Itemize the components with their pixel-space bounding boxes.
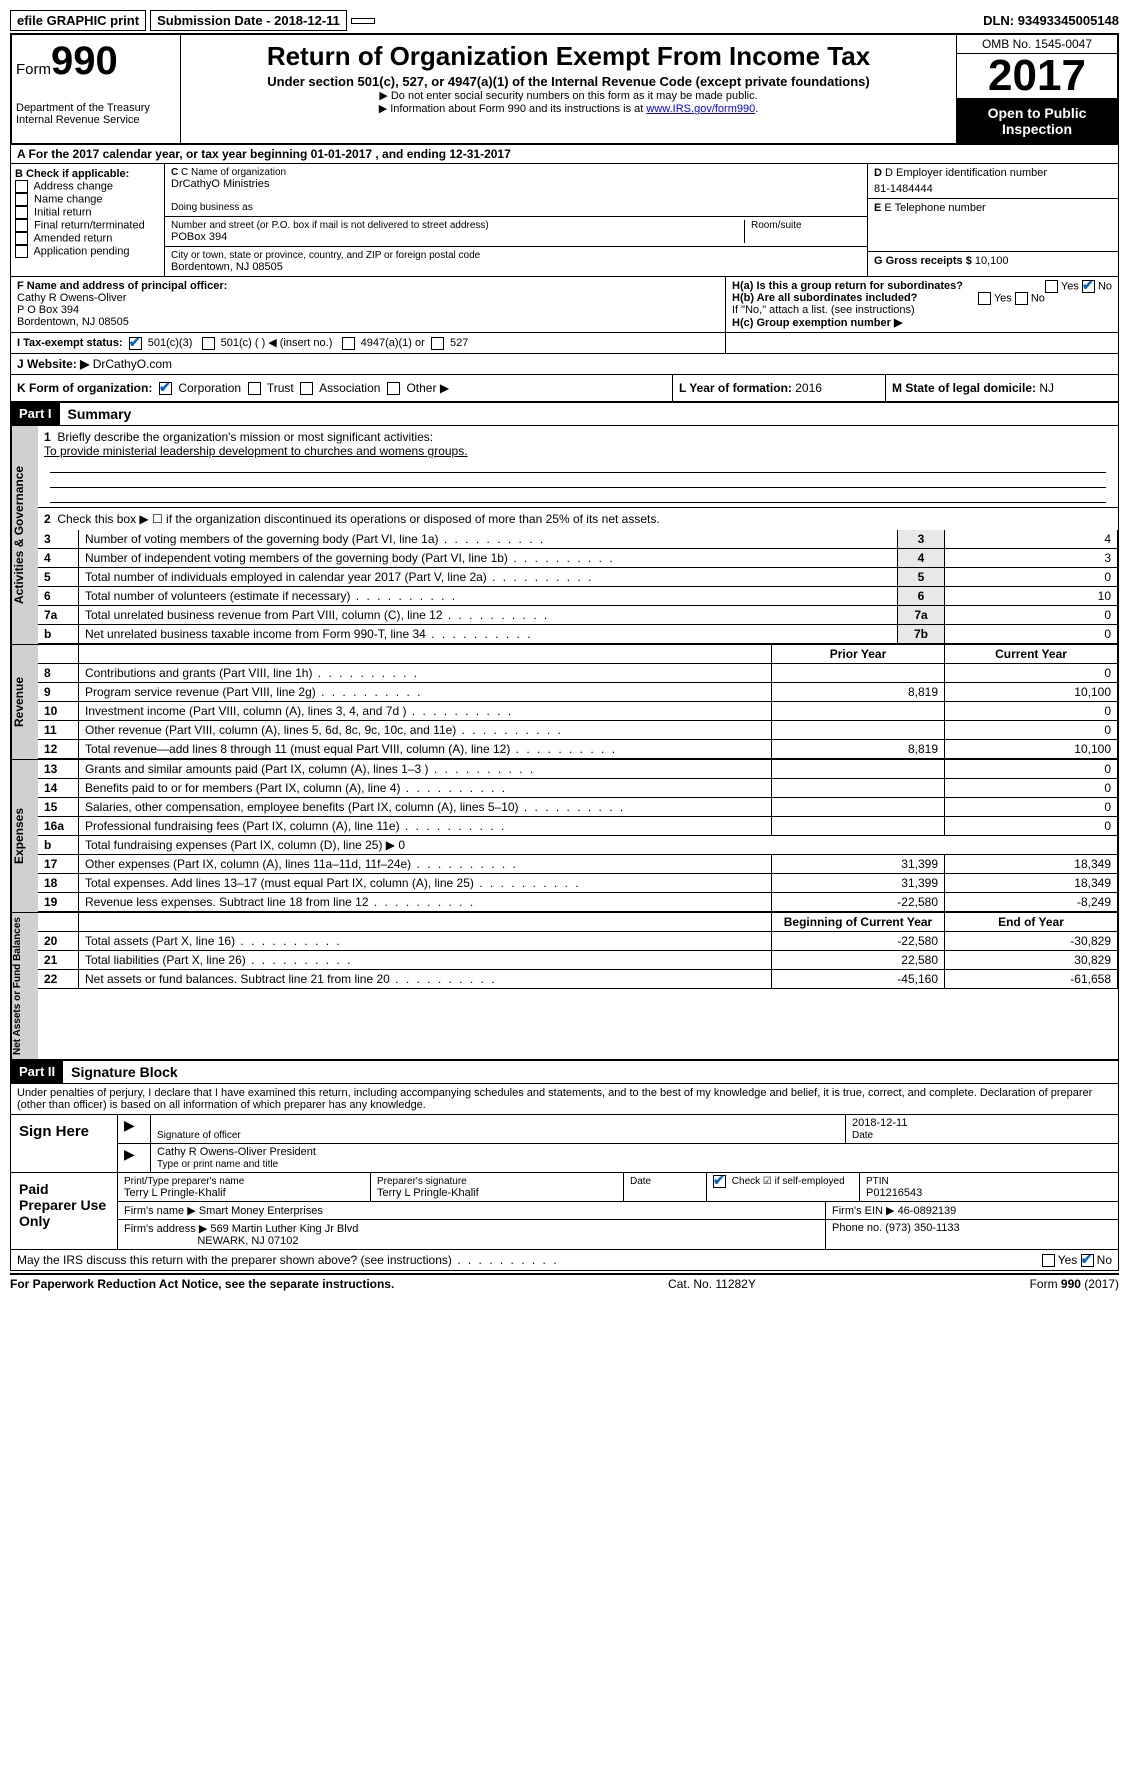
discuss-yes[interactable] — [1042, 1254, 1055, 1267]
group-return-block: H(a) Is this a group return for subordin… — [726, 277, 1118, 332]
revenue-row: 8Contributions and grants (Part VIII, li… — [38, 663, 1118, 682]
part1-title: Summary — [60, 403, 140, 425]
summary-row: bNet unrelated business taxable income f… — [38, 624, 1118, 643]
revenue-section: Revenue Prior YearCurrent Year8Contribut… — [10, 645, 1119, 760]
website: DrCathyO.com — [93, 357, 172, 371]
revenue-row: 10Investment income (Part VIII, column (… — [38, 701, 1118, 720]
expense-row: 18Total expenses. Add lines 13–17 (must … — [38, 873, 1118, 892]
check-option: Initial return — [15, 206, 160, 219]
city: Bordentown, NJ 08505 — [171, 261, 861, 273]
top-bar: efile GRAPHIC print Submission Date - 20… — [10, 10, 1119, 31]
expense-row: 16aProfessional fundraising fees (Part I… — [38, 816, 1118, 835]
ha-no[interactable] — [1082, 280, 1095, 293]
dept-label: Department of the Treasury Internal Reve… — [16, 102, 176, 126]
ha-yes[interactable] — [1045, 280, 1058, 293]
revenue-row: 12Total revenue—add lines 8 through 11 (… — [38, 739, 1118, 758]
row-fh: F Name and address of principal officer:… — [10, 277, 1119, 333]
check-option: Name change — [15, 193, 160, 206]
expense-row: 17Other expenses (Part IX, column (A), l… — [38, 854, 1118, 873]
note-info: ▶ Information about Form 990 and its ins… — [189, 102, 948, 115]
spacer-box — [351, 18, 375, 24]
open-inspection: Open to Public Inspection — [957, 99, 1117, 143]
revenue-row: 11Other revenue (Part VIII, column (A), … — [38, 720, 1118, 739]
mission: To provide ministerial leadership develo… — [44, 444, 468, 458]
perjury-statement: Under penalties of perjury, I declare th… — [10, 1084, 1119, 1115]
efile-label: efile GRAPHIC print — [10, 10, 146, 31]
net-assets-section: Net Assets or Fund Balances Beginning of… — [10, 913, 1119, 1060]
row-klm: K Form of organization: Corporation Trus… — [10, 375, 1119, 402]
header-left: Form990 Department of the Treasury Inter… — [12, 35, 181, 143]
col-b: B Check if applicable: Address change Na… — [11, 164, 165, 276]
check-option: Address change — [15, 180, 160, 193]
hb-no[interactable] — [1015, 292, 1028, 305]
hb-yes[interactable] — [978, 292, 991, 305]
corp-check[interactable] — [159, 382, 172, 395]
row-j: J Website: ▶ DrCathyO.com — [10, 354, 1119, 375]
expense-row: bTotal fundraising expenses (Part IX, co… — [38, 835, 1118, 854]
netassets-row: 20Total assets (Part X, line 16)-22,580-… — [38, 931, 1118, 950]
expense-row: 15Salaries, other compensation, employee… — [38, 797, 1118, 816]
header-right: OMB No. 1545-0047 2017 Open to Public In… — [956, 35, 1117, 143]
gross-receipts: 10,100 — [975, 255, 1009, 267]
officer-block: F Name and address of principal officer:… — [11, 277, 726, 332]
activities-governance: Activities & Governance 1 Briefly descri… — [10, 426, 1119, 645]
501c3-check[interactable] — [129, 337, 142, 350]
part1-header: Part I — [11, 403, 60, 425]
expense-row: 19Revenue less expenses. Subtract line 1… — [38, 892, 1118, 911]
paid-preparer-block: Paid Preparer Use Only Print/Type prepar… — [10, 1173, 1119, 1250]
submission-box: Submission Date - 2018-12-11 — [150, 10, 347, 31]
line-a: A For the 2017 calendar year, or tax yea… — [10, 145, 1119, 164]
expenses-section: Expenses 13Grants and similar amounts pa… — [10, 760, 1119, 913]
expense-row: 14Benefits paid to or for members (Part … — [38, 778, 1118, 797]
col-c: C C Name of organization DrCathyO Minist… — [165, 164, 868, 276]
tax-year: 2017 — [957, 54, 1117, 99]
netassets-row: 22Net assets or fund balances. Subtract … — [38, 969, 1118, 988]
check-option: Final return/terminated — [15, 219, 160, 232]
summary-row: 5Total number of individuals employed in… — [38, 567, 1118, 586]
summary-row: 3Number of voting members of the governi… — [38, 530, 1118, 549]
col-d: D D Employer identification number 81-14… — [868, 164, 1118, 276]
summary-row: 6Total number of volunteers (estimate if… — [38, 586, 1118, 605]
expense-row: 13Grants and similar amounts paid (Part … — [38, 760, 1118, 779]
part2-title: Signature Block — [63, 1061, 186, 1083]
check-option: Application pending — [15, 245, 160, 258]
form-subtitle: Under section 501(c), 527, or 4947(a)(1)… — [189, 74, 948, 89]
discuss-row: May the IRS discuss this return with the… — [10, 1250, 1119, 1271]
form-number: Form990 — [16, 39, 176, 84]
part2-header: Part II — [11, 1061, 63, 1083]
ein: 81-1484444 — [874, 183, 1112, 195]
summary-row: 4Number of independent voting members of… — [38, 548, 1118, 567]
self-employed-check[interactable] — [713, 1175, 726, 1188]
netassets-row: 21Total liabilities (Part X, line 26)22,… — [38, 950, 1118, 969]
form-title: Return of Organization Exempt From Incom… — [189, 41, 948, 72]
signature-block: Sign Here ▶ Signature of officer 2018-12… — [10, 1115, 1119, 1173]
form-header: Form990 Department of the Treasury Inter… — [10, 33, 1119, 145]
revenue-row: 9Program service revenue (Part VIII, lin… — [38, 682, 1118, 701]
check-option: Amended return — [15, 232, 160, 245]
summary-row: 7aTotal unrelated business revenue from … — [38, 605, 1118, 624]
header-mid: Return of Organization Exempt From Incom… — [181, 35, 956, 143]
page-footer: For Paperwork Reduction Act Notice, see … — [10, 1273, 1119, 1293]
section-bcd: B Check if applicable: Address change Na… — [10, 164, 1119, 277]
note-ssn: ▶ Do not enter social security numbers o… — [189, 89, 948, 102]
irs-link[interactable]: www.IRS.gov/form990 — [646, 103, 755, 115]
row-i: I Tax-exempt status: 501(c)(3) 501(c) ( … — [10, 333, 1119, 354]
dln: DLN: 93493345005148 — [983, 13, 1119, 28]
street: POBox 394 — [171, 231, 744, 243]
org-name: DrCathyO Ministries — [171, 178, 861, 190]
discuss-no[interactable] — [1081, 1254, 1094, 1267]
